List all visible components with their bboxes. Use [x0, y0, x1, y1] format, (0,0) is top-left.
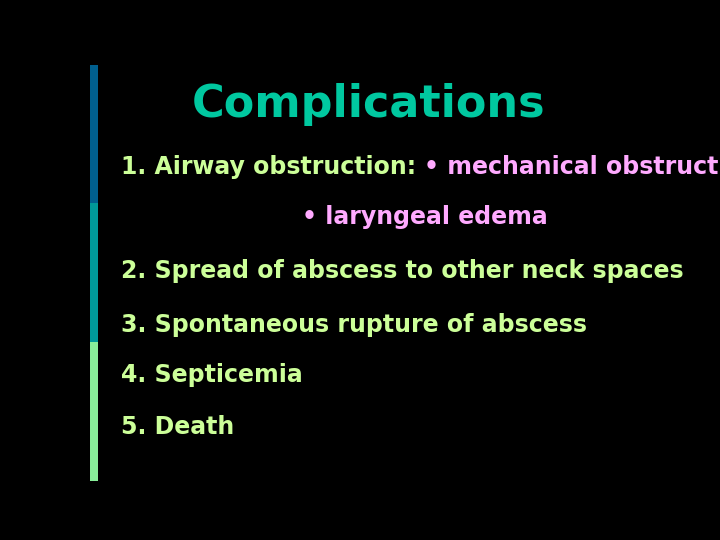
Bar — [90, 203, 98, 342]
Text: 1. Airway obstruction:: 1. Airway obstruction: — [121, 154, 424, 179]
Text: 5. Death: 5. Death — [121, 415, 234, 438]
Text: 2. Spread of abscess to other neck spaces: 2. Spread of abscess to other neck space… — [121, 259, 683, 282]
Text: • laryngeal edema: • laryngeal edema — [302, 205, 548, 228]
Bar — [90, 342, 98, 481]
Text: Complications: Complications — [192, 83, 546, 126]
Text: • mechanical obstruction: • mechanical obstruction — [424, 154, 720, 179]
Text: 4. Septicemia: 4. Septicemia — [121, 362, 302, 387]
Bar — [90, 65, 98, 203]
Text: 3. Spontaneous rupture of abscess: 3. Spontaneous rupture of abscess — [121, 313, 587, 336]
